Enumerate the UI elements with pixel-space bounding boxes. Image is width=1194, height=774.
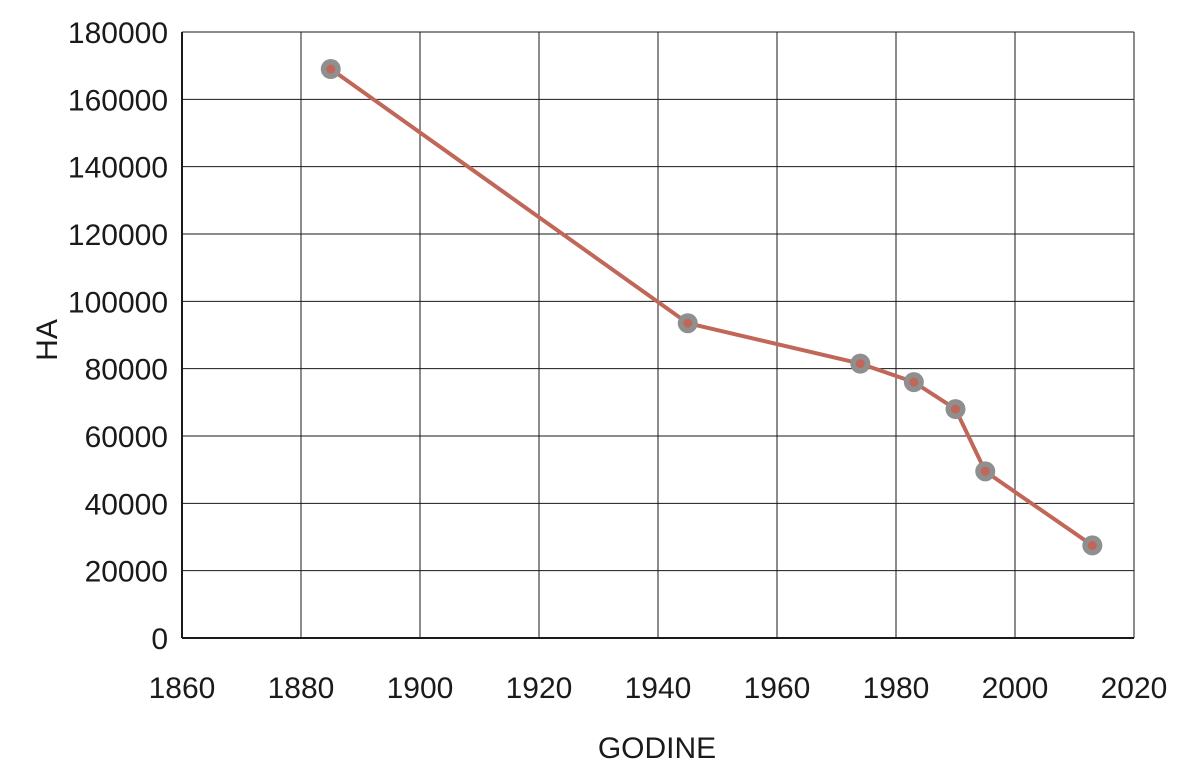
data-point-center xyxy=(909,377,919,387)
data-point xyxy=(850,353,871,374)
y-tick-label: 180000 xyxy=(68,17,168,50)
axes xyxy=(181,32,1134,639)
x-axis-title: GODINE xyxy=(598,732,716,765)
x-tick-label: 2000 xyxy=(982,672,1049,705)
data-point-center xyxy=(1087,540,1097,550)
x-tick-label: 1880 xyxy=(268,672,335,705)
x-tick-label: 1980 xyxy=(863,672,930,705)
series-group xyxy=(320,59,1103,556)
y-tick-label: 160000 xyxy=(68,84,168,117)
data-point xyxy=(945,399,966,420)
y-tick-label: 60000 xyxy=(85,421,168,454)
data-point-center xyxy=(683,318,693,328)
data-point xyxy=(975,461,996,482)
x-tick-label: 1860 xyxy=(149,672,216,705)
y-tick-label: 100000 xyxy=(68,286,168,319)
data-point-center xyxy=(326,64,336,74)
data-point-center xyxy=(951,404,960,414)
data-point xyxy=(320,59,341,80)
y-tick-label: 120000 xyxy=(68,219,168,252)
x-tick-label: 1960 xyxy=(744,672,811,705)
grid xyxy=(182,31,1135,638)
data-point xyxy=(677,313,698,334)
y-tick-label: 40000 xyxy=(85,488,168,521)
data-point xyxy=(1082,535,1103,556)
y-tick-label: 20000 xyxy=(85,556,168,589)
y-axis-ticks: 0 20000 40000 60000 80000 100000 120000 140000 1… xyxy=(68,17,168,656)
y-tick-label: 140000 xyxy=(68,152,168,185)
x-tick-label: 1900 xyxy=(387,672,454,705)
y-tick-label: 80000 xyxy=(85,354,168,387)
data-point-center xyxy=(855,359,865,369)
x-tick-label: 1920 xyxy=(506,672,573,705)
data-point xyxy=(903,372,924,393)
y-axis-title: HA xyxy=(31,319,64,361)
y-tick-label: 0 xyxy=(151,623,168,656)
data-point-center xyxy=(980,466,990,476)
x-tick-label: 1940 xyxy=(625,672,692,705)
x-axis-ticks: 1860 1880 1900 1920 1940 1960 1980 2000 2020 xyxy=(149,672,1168,705)
x-tick-label: 2020 xyxy=(1101,672,1168,705)
